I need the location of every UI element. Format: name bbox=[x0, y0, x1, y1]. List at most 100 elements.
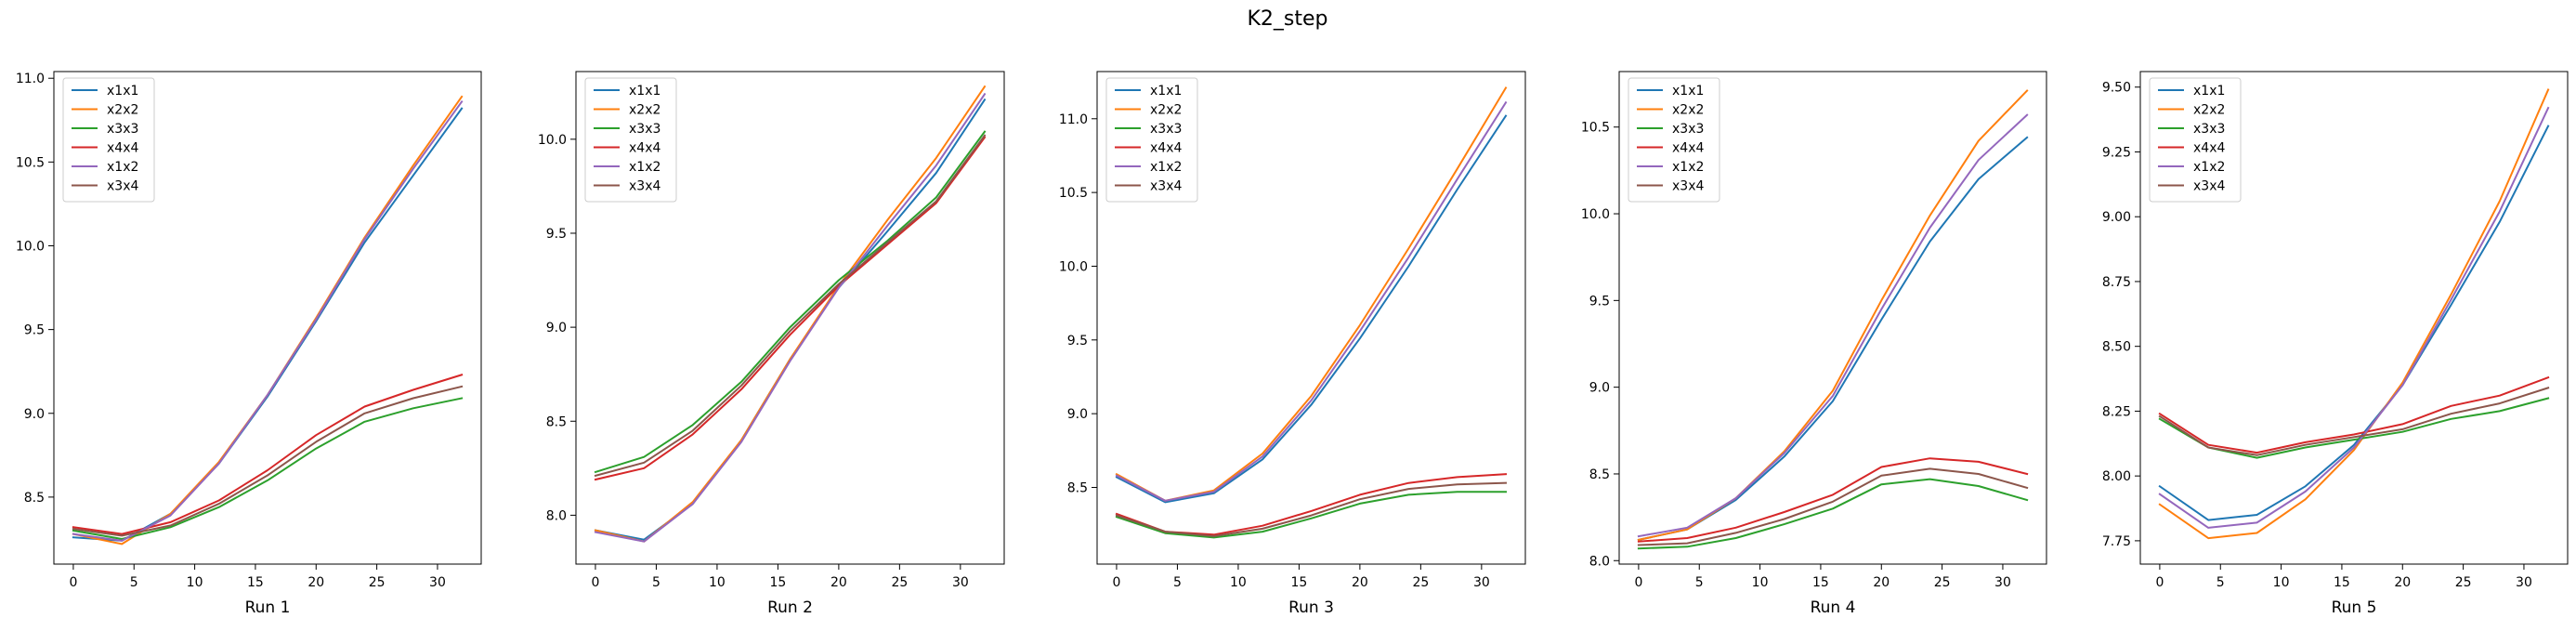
legend-label-x3x4: x3x4 bbox=[2193, 179, 2225, 194]
series-line-x1x2 bbox=[1637, 113, 2029, 538]
y-tick-label: 8.5 bbox=[546, 414, 567, 429]
series-line-x1x2 bbox=[1115, 100, 1508, 502]
legend-label-x1x1: x1x1 bbox=[1150, 84, 1182, 99]
x-axis-label: Run 1 bbox=[245, 598, 291, 617]
x-tick-label: 30 bbox=[429, 575, 446, 590]
x-tick-label: 10 bbox=[1752, 575, 1769, 590]
x-tick-label: 20 bbox=[1352, 575, 1368, 590]
x-tick-label: 15 bbox=[769, 575, 786, 590]
x-tick-label: 0 bbox=[1112, 575, 1120, 590]
legend-label-x1x2: x1x2 bbox=[629, 160, 660, 175]
series-line-x4x4 bbox=[2158, 375, 2550, 454]
subplot-3: 0 5 10 15 20 25 30 8.5 9.0 9.5 10.0 10.5 11.0 Run 3 x1… bbox=[1059, 71, 1526, 617]
legend-label-x3x3: x3x3 bbox=[2193, 122, 2225, 137]
y-tick-label: 9.5 bbox=[546, 227, 567, 242]
x-tick-label: 10 bbox=[1230, 575, 1247, 590]
x-tick-label: 10 bbox=[187, 575, 203, 590]
y-tick-label: 11.0 bbox=[16, 72, 45, 86]
x-tick-label: 25 bbox=[1412, 575, 1429, 590]
y-tick-label: 9.0 bbox=[546, 321, 567, 335]
series-line-x2x2 bbox=[2158, 88, 2550, 540]
legend: x1x1 x2x2 x3x3 x4x4 x1x2 x3x4 bbox=[1628, 77, 1720, 203]
y-tick-label: 10.5 bbox=[16, 155, 45, 170]
series-line-x1x1 bbox=[2158, 125, 2550, 521]
x-tick-label: 10 bbox=[709, 575, 726, 590]
series-line-x4x4 bbox=[1637, 457, 2029, 543]
legend-label-x4x4: x4x4 bbox=[2193, 141, 2225, 156]
series-line-x1x1 bbox=[1115, 114, 1508, 504]
series-line-x1x2 bbox=[594, 92, 987, 543]
x-tick-label: 20 bbox=[1873, 575, 1890, 590]
series-line-x2x2 bbox=[1637, 89, 2029, 542]
legend-label-x3x4: x3x4 bbox=[1150, 179, 1182, 194]
x-axis-label: Run 4 bbox=[1811, 598, 1856, 617]
legend-label-x1x1: x1x1 bbox=[2193, 84, 2225, 99]
x-tick-label: 30 bbox=[2516, 575, 2532, 590]
x-tick-label: 10 bbox=[2273, 575, 2290, 590]
series-line-x3x4 bbox=[1637, 467, 2029, 546]
legend-label-x3x3: x3x3 bbox=[1150, 122, 1182, 137]
legend: x1x1 x2x2 x3x3 x4x4 x1x2 x3x4 bbox=[584, 77, 677, 203]
x-tick-label: 25 bbox=[2455, 575, 2472, 590]
y-tick-label: 7.75 bbox=[2102, 534, 2131, 549]
subplot-1: 0 5 10 15 20 25 30 8.5 9.0 9.5 10.0 10.5 11.0 Run 1 x1… bbox=[16, 71, 482, 617]
y-tick-label: 9.00 bbox=[2102, 210, 2131, 225]
series-line-x4x4 bbox=[594, 136, 987, 481]
legend-label-x1x2: x1x2 bbox=[1672, 160, 1704, 175]
x-tick-label: 5 bbox=[1695, 575, 1704, 590]
x-tick-label: 30 bbox=[1994, 575, 2011, 590]
legend-label-x1x1: x1x1 bbox=[629, 84, 660, 99]
series-lines bbox=[1637, 89, 2029, 550]
x-tick-label: 20 bbox=[307, 575, 324, 590]
series-line-x3x3 bbox=[72, 397, 464, 540]
subplot-4: 0 5 10 15 20 25 30 8.0 8.5 9.0 9.5 10.0 10.5 Run 4 x1x… bbox=[1581, 71, 2047, 617]
legend-label-x3x4: x3x4 bbox=[629, 179, 660, 194]
x-tick-label: 0 bbox=[591, 575, 599, 590]
y-tick-label: 8.5 bbox=[1067, 480, 1088, 495]
series-line-x3x4 bbox=[594, 134, 987, 478]
series-line-x1x2 bbox=[2158, 106, 2550, 529]
legend-label-x4x4: x4x4 bbox=[1150, 141, 1182, 156]
legend-label-x3x3: x3x3 bbox=[1672, 122, 1704, 137]
x-tick-label: 20 bbox=[2394, 575, 2411, 590]
series-line-x3x4 bbox=[72, 385, 464, 537]
axes-frame bbox=[53, 71, 482, 565]
x-tick-label: 5 bbox=[130, 575, 138, 590]
x-tick-label: 20 bbox=[830, 575, 847, 590]
x-tick-label: 25 bbox=[369, 575, 386, 590]
series-line-x3x3 bbox=[1637, 478, 2029, 550]
series-line-x4x4 bbox=[72, 374, 464, 535]
figure-title: K2_step bbox=[1247, 7, 1327, 31]
legend-label-x3x4: x3x4 bbox=[1672, 179, 1704, 194]
x-tick-label: 30 bbox=[1473, 575, 1490, 590]
x-axis-label: Run 3 bbox=[1288, 598, 1334, 617]
x-tick-label: 5 bbox=[2216, 575, 2225, 590]
x-tick-label: 25 bbox=[1934, 575, 1951, 590]
y-tick-label: 8.00 bbox=[2102, 469, 2131, 484]
series-line-x3x4 bbox=[2158, 387, 2550, 456]
y-tick-label: 8.25 bbox=[2102, 404, 2131, 419]
y-tick-label: 9.0 bbox=[1067, 407, 1088, 422]
subplot-5: 0 5 10 15 20 25 30 7.75 8.00 8.25 8.50 8.75 9.00 9.25… bbox=[2102, 71, 2569, 617]
axes-frame bbox=[1096, 71, 1526, 565]
y-tick-label: 10.0 bbox=[1581, 207, 1610, 222]
x-tick-label: 5 bbox=[652, 575, 660, 590]
x-tick-label: 5 bbox=[1173, 575, 1182, 590]
series-line-x4x4 bbox=[1115, 473, 1508, 536]
legend-label-x3x4: x3x4 bbox=[107, 179, 138, 194]
x-axis-label: Run 5 bbox=[2332, 598, 2377, 617]
y-tick-label: 10.0 bbox=[1059, 259, 1088, 274]
series-line-x3x3 bbox=[594, 130, 987, 474]
y-tick-label: 9.5 bbox=[24, 323, 45, 338]
y-tick-label: 9.5 bbox=[1589, 294, 1610, 309]
y-tick-label: 10.5 bbox=[1059, 186, 1088, 201]
legend: x1x1 x2x2 x3x3 x4x4 x1x2 x3x4 bbox=[2149, 77, 2242, 203]
legend-label-x1x2: x1x2 bbox=[2193, 160, 2225, 175]
x-axis-label: Run 2 bbox=[767, 598, 813, 617]
x-tick-label: 0 bbox=[69, 575, 77, 590]
y-tick-label: 10.0 bbox=[538, 133, 567, 148]
y-tick-label: 8.0 bbox=[546, 508, 567, 523]
y-tick-label: 8.5 bbox=[24, 491, 45, 506]
legend-label-x1x2: x1x2 bbox=[107, 160, 138, 175]
